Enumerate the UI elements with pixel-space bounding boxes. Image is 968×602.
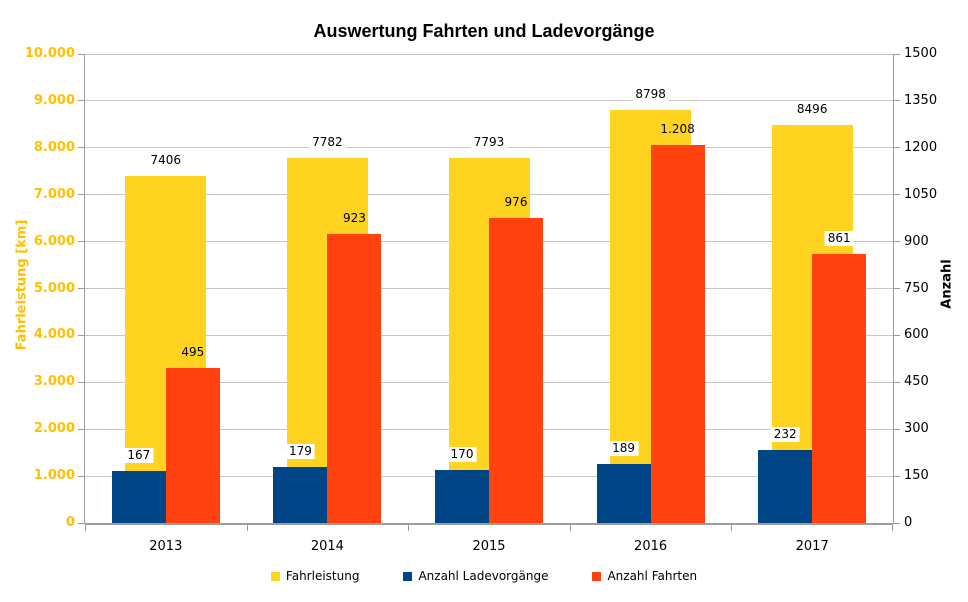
legend-swatch: [270, 571, 280, 581]
y-axis-tick-label-left: 3.000: [33, 374, 75, 390]
data-label: 8798: [632, 87, 669, 103]
data-label: 1.208: [660, 122, 695, 137]
y-axis-tick-label-right: 750: [904, 280, 929, 296]
x-axis-label: 2013: [149, 539, 183, 554]
x-axis-tick: [246, 525, 248, 531]
y-axis-tick-label-right: 150: [904, 468, 929, 484]
legend-label: Fahrleistung: [285, 569, 360, 583]
y-axis-tick-right: [893, 522, 900, 524]
data-label: 170: [447, 446, 477, 462]
y-axis-tick-left: [78, 381, 85, 383]
y-axis-tick-label-left: 6.000: [33, 233, 75, 249]
y-axis-tick-label-left: 5.000: [33, 280, 75, 296]
bar-anzahl-fahrten-2015: [489, 217, 543, 523]
y-axis-tick-left: [78, 241, 85, 243]
x-axis-tick: [408, 525, 410, 531]
y-axis-tick-left: [78, 147, 85, 149]
x-axis-line: [85, 523, 893, 525]
y-axis-tick-label-right: 300: [904, 421, 929, 437]
y-axis-tick-label-right: 1500: [904, 46, 938, 61]
y-axis-tick-label-left: 10.000: [24, 46, 75, 61]
gridline: [85, 53, 893, 55]
bar-anzahl-fahrten-2014: [327, 234, 382, 523]
y-axis-tick-right: [893, 194, 900, 196]
x-axis-tick: [85, 525, 86, 531]
bar-anzahl-fahrten-2013: [165, 368, 220, 523]
y-axis-tick-right: [893, 381, 900, 383]
bar-anzahl-fahrten-2016: [650, 145, 705, 523]
y-axis-tick-label-left: 8.000: [33, 139, 75, 155]
y-axis-tick-label-left: 2.000: [33, 421, 75, 437]
y-axis-tick-right: [893, 334, 900, 336]
data-label: 179: [285, 444, 315, 460]
y-axis-tick-right: [893, 288, 900, 289]
y-axis-tick-label-left: 9.000: [33, 92, 75, 108]
legend-item: Fahrleistung: [270, 569, 360, 583]
y-axis-tick-left: [78, 475, 85, 477]
data-label: 167: [124, 447, 154, 463]
data-label: 7782: [309, 135, 346, 151]
chart-title: Auswertung Fahrten und Ladevorgänge: [313, 21, 655, 41]
y-axis-tick-right: [893, 428, 900, 430]
data-label: 232: [770, 427, 800, 443]
bar-anzahl-ladevorg-nge-2015: [435, 469, 489, 523]
x-axis-label: 2014: [310, 539, 344, 554]
y-axis-tick-label-right: 1200: [904, 139, 938, 155]
y-axis-line-left: [84, 54, 85, 523]
legend-item: Anzahl Fahrten: [592, 569, 697, 583]
gridline: [85, 100, 893, 102]
y-axis-tick-label-right: 450: [904, 374, 929, 390]
data-label: 976: [504, 194, 528, 209]
y-axis-line-right: [893, 54, 894, 523]
legend-swatch: [403, 571, 413, 581]
x-axis-tick: [569, 525, 571, 531]
y-axis-tick-label-right: 1050: [904, 186, 938, 202]
legend-label: Anzahl Ladevorgänge: [418, 569, 549, 583]
legend-label: Anzahl Fahrten: [607, 569, 698, 583]
y-axis-tick-left: [78, 428, 85, 430]
y-axis-tick-right: [893, 475, 900, 477]
y-axis-tick-right: [893, 147, 900, 149]
data-label: 861: [824, 230, 854, 246]
data-label: 495: [181, 345, 205, 360]
data-label: 8496: [793, 101, 831, 117]
y-axis-tick-left: [78, 100, 85, 102]
bar-anzahl-ladevorg-nge-2017: [758, 450, 813, 523]
data-label: 7406: [147, 152, 185, 168]
legend-swatch: [592, 571, 602, 581]
y-axis-tick-right: [893, 241, 900, 243]
y-axis-tick-label-left: 1.000: [33, 468, 75, 484]
y-axis-tick-right: [893, 53, 900, 55]
y-axis-tick-label-right: 600: [904, 327, 929, 343]
y-axis-tick-label-left: 7.000: [33, 186, 75, 202]
bar-anzahl-ladevorg-nge-2013: [111, 470, 166, 523]
y-axis-tick-label-right: 1350: [904, 92, 938, 108]
bar-anzahl-ladevorg-nge-2016: [596, 463, 651, 523]
data-label: 189: [609, 440, 639, 456]
y-axis-tick-left: [78, 194, 85, 196]
x-axis-tick: [731, 525, 733, 531]
y-axis-tick-right: [893, 100, 900, 102]
y-axis-tick-label-left: 4.000: [33, 327, 75, 343]
data-label: 923: [342, 211, 366, 226]
legend-item: Anzahl Ladevorgänge: [403, 569, 548, 583]
bar-anzahl-fahrten-2017: [812, 253, 867, 523]
y-axis-tick-label-left: 0: [65, 515, 75, 530]
x-axis-tick: [892, 525, 893, 531]
x-axis-label: 2016: [634, 539, 668, 554]
y-axis-tick-label-right: 900: [904, 233, 929, 249]
y-axis-tick-left: [78, 288, 85, 289]
x-axis-label: 2015: [472, 539, 506, 554]
y-axis-tick-label-right: 0: [904, 515, 913, 530]
x-axis-label: 2017: [795, 539, 829, 554]
bar-anzahl-ladevorg-nge-2014: [273, 467, 328, 523]
legend: Fahrleistung Anzahl Ladevorgänge Anzahl Fa…: [0, 569, 968, 583]
y-axis-tick-left: [78, 334, 85, 336]
data-label: 7793: [470, 134, 508, 150]
y-axis-tick-left: [78, 53, 85, 55]
y-axis-tick-left: [78, 522, 85, 524]
